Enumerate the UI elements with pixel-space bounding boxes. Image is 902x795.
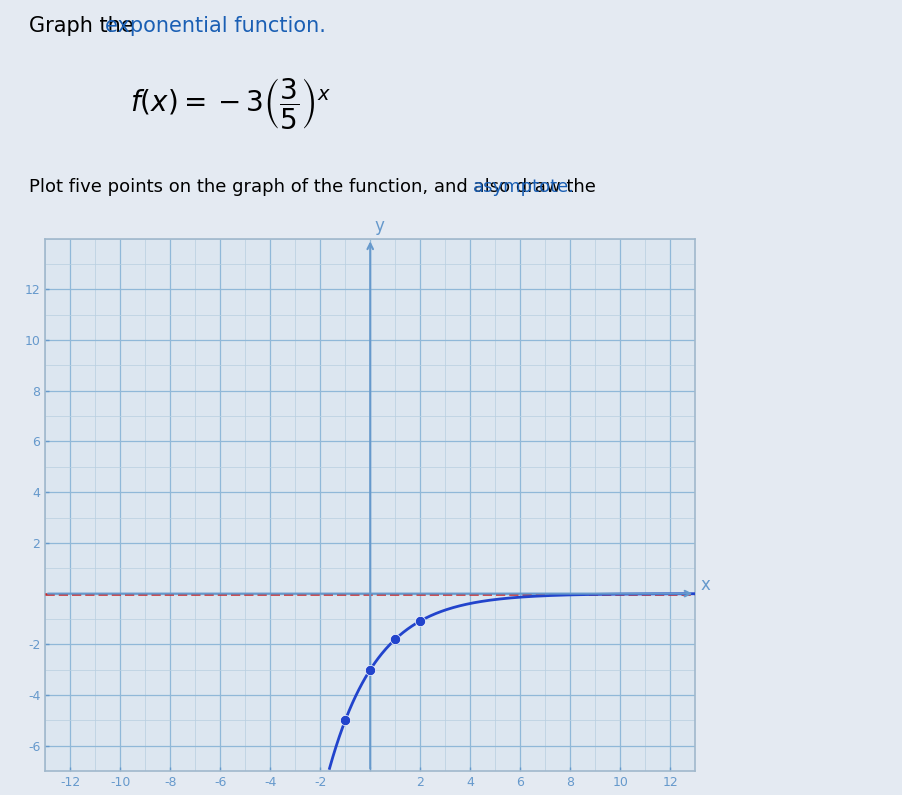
Text: y: y — [373, 217, 383, 235]
Text: x: x — [700, 576, 709, 594]
Text: exponential function.: exponential function. — [105, 16, 326, 36]
Text: Graph the: Graph the — [29, 16, 140, 36]
Point — [412, 615, 427, 627]
Text: asymptote.: asymptote. — [473, 178, 575, 196]
Text: Plot five points on the graph of the function, and also draw the: Plot five points on the graph of the fun… — [29, 178, 601, 196]
Point — [363, 663, 377, 676]
Point — [337, 714, 352, 727]
Point — [388, 633, 402, 646]
Text: $f(x)=-3\left(\dfrac{3}{5}\right)^x$: $f(x)=-3\left(\dfrac{3}{5}\right)^x$ — [130, 76, 331, 130]
